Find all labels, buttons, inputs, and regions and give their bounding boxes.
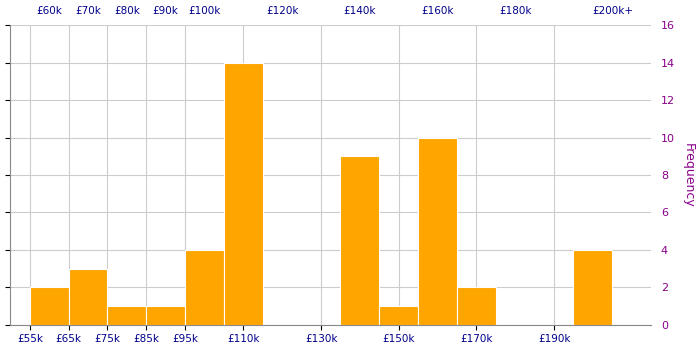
Bar (186, 250, 224, 325)
Bar (146, 306, 186, 325)
Bar (340, 156, 379, 325)
Bar (379, 306, 418, 325)
Bar (224, 63, 262, 325)
Bar (457, 287, 496, 325)
Bar (30, 287, 69, 325)
Bar (418, 138, 457, 325)
Bar (108, 306, 146, 325)
Y-axis label: Frequency: Frequency (681, 143, 694, 207)
Bar (69, 268, 108, 325)
Bar (573, 250, 612, 325)
